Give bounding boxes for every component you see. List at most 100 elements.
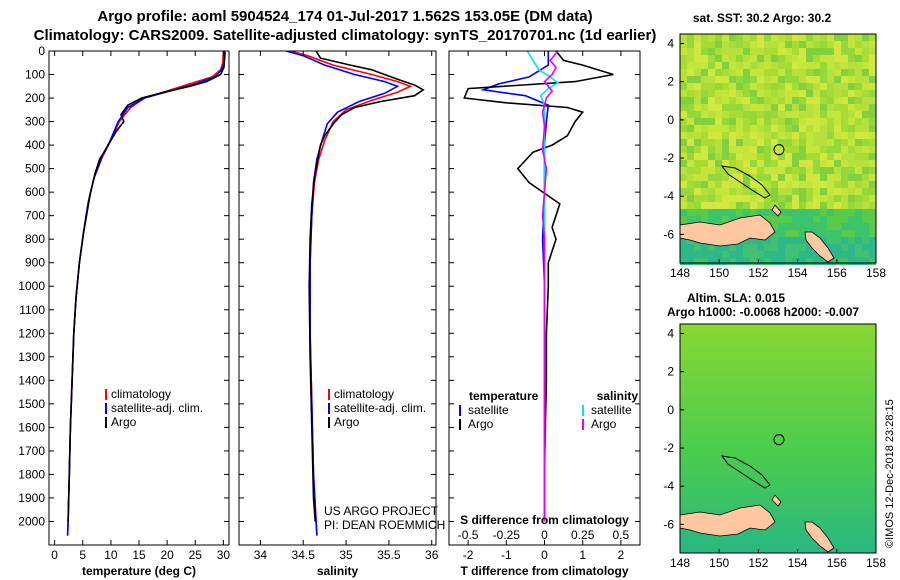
sst-cell	[778, 230, 785, 237]
sst-cell	[743, 83, 750, 90]
sst-cell	[701, 97, 708, 104]
profile-panels: 0 5 10 15 20 25 300100200300400500600700800900…	[18, 44, 641, 578]
y-tick-label: 800	[25, 232, 45, 246]
sst-cell	[841, 125, 848, 132]
sst-cell	[827, 125, 834, 132]
sst-cell	[764, 258, 771, 265]
sst-cell	[799, 83, 806, 90]
sst-cell	[743, 125, 750, 132]
sst-cell	[792, 41, 799, 48]
sst-cell	[806, 209, 813, 216]
sst-cell	[841, 69, 848, 76]
legend-label: Argo	[334, 415, 360, 429]
sst-cell	[687, 62, 694, 69]
sst-cell	[806, 153, 813, 160]
sst-cell	[820, 230, 827, 237]
sst-cell	[841, 167, 848, 174]
sst-cell	[750, 181, 757, 188]
sst-cell	[855, 41, 862, 48]
x-tick-label: 0	[51, 548, 58, 562]
sst-cell	[687, 104, 694, 111]
y-tick-label: 900	[25, 256, 45, 270]
sst-cell	[771, 118, 778, 125]
sst-cell	[806, 104, 813, 111]
sst-cell	[715, 97, 722, 104]
sst-cell	[750, 174, 757, 181]
sst-cell	[785, 118, 792, 125]
sst-cell	[694, 153, 701, 160]
sst-cell	[778, 167, 785, 174]
sst-cell	[680, 118, 687, 125]
sst-cell	[799, 216, 806, 223]
sst-cell	[694, 167, 701, 174]
sst-cell	[806, 181, 813, 188]
sst-cell	[799, 167, 806, 174]
sst-cell	[869, 69, 876, 76]
sst-cell	[694, 244, 701, 251]
y-tick-label: 700	[25, 209, 45, 223]
sst-cell	[841, 223, 848, 230]
sst-cell	[764, 153, 771, 160]
sst-cell	[694, 55, 701, 62]
sst-cell	[715, 251, 722, 258]
sst-cell	[715, 48, 722, 55]
sst-cell	[869, 195, 876, 202]
sst-cell	[813, 76, 820, 83]
sst-cell	[799, 118, 806, 125]
sst-cell	[771, 251, 778, 258]
sst-cell	[834, 258, 841, 265]
sst-cell	[715, 69, 722, 76]
sst-cell	[708, 251, 715, 258]
sst-cell	[687, 181, 694, 188]
sst-cell	[799, 125, 806, 132]
sst-cell	[813, 132, 820, 139]
sst-cell	[799, 202, 806, 209]
sst-cell	[869, 167, 876, 174]
sst-cell	[862, 34, 869, 41]
secondary-tick-label: -0.25	[493, 528, 521, 542]
sst-cell	[764, 104, 771, 111]
sst-cell	[862, 258, 869, 265]
sst-cell	[806, 216, 813, 223]
sst-cell	[757, 118, 764, 125]
sst-cell	[708, 209, 715, 216]
sst-cell	[680, 125, 687, 132]
sst-cell	[722, 251, 729, 258]
sst-cell	[799, 209, 806, 216]
sst-cell	[862, 41, 869, 48]
sst-cell	[771, 104, 778, 111]
sst-cell	[701, 125, 708, 132]
sst-cell	[729, 62, 736, 69]
sst-cell	[848, 146, 855, 153]
sst-cell	[694, 258, 701, 265]
sst-cell	[869, 174, 876, 181]
series-line-t-satellite	[480, 51, 550, 522]
sst-cell	[687, 132, 694, 139]
sst-cell	[743, 209, 750, 216]
secondary-tick-label: 0	[541, 528, 548, 542]
sst-cell	[848, 41, 855, 48]
map-x-tick-label: 156	[827, 266, 847, 280]
sst-cell	[848, 251, 855, 258]
sst-cell	[806, 188, 813, 195]
sst-cell	[757, 41, 764, 48]
sst-cell	[862, 251, 869, 258]
x-axis-label: salinity	[317, 564, 359, 578]
sst-cell	[715, 167, 722, 174]
legend-label: climatology	[334, 387, 394, 401]
sst-cell	[694, 69, 701, 76]
sst-cell	[771, 153, 778, 160]
sst-cell	[743, 146, 750, 153]
sst-cell	[855, 111, 862, 118]
sla-map: Altim. SLA: 0.015 Argo h1000: -0.0068 h2…	[663, 291, 886, 570]
sst-cell	[750, 97, 757, 104]
y-tick-label: 1400	[18, 373, 45, 387]
map-y-tick-label: -4	[663, 479, 674, 493]
sst-cell	[799, 111, 806, 118]
sst-cell	[813, 111, 820, 118]
sst-cell	[771, 132, 778, 139]
sst-cell	[736, 160, 743, 167]
sst-cell	[841, 174, 848, 181]
series-line-satellite-adj.-clim.	[285, 51, 400, 536]
sst-cell	[687, 188, 694, 195]
